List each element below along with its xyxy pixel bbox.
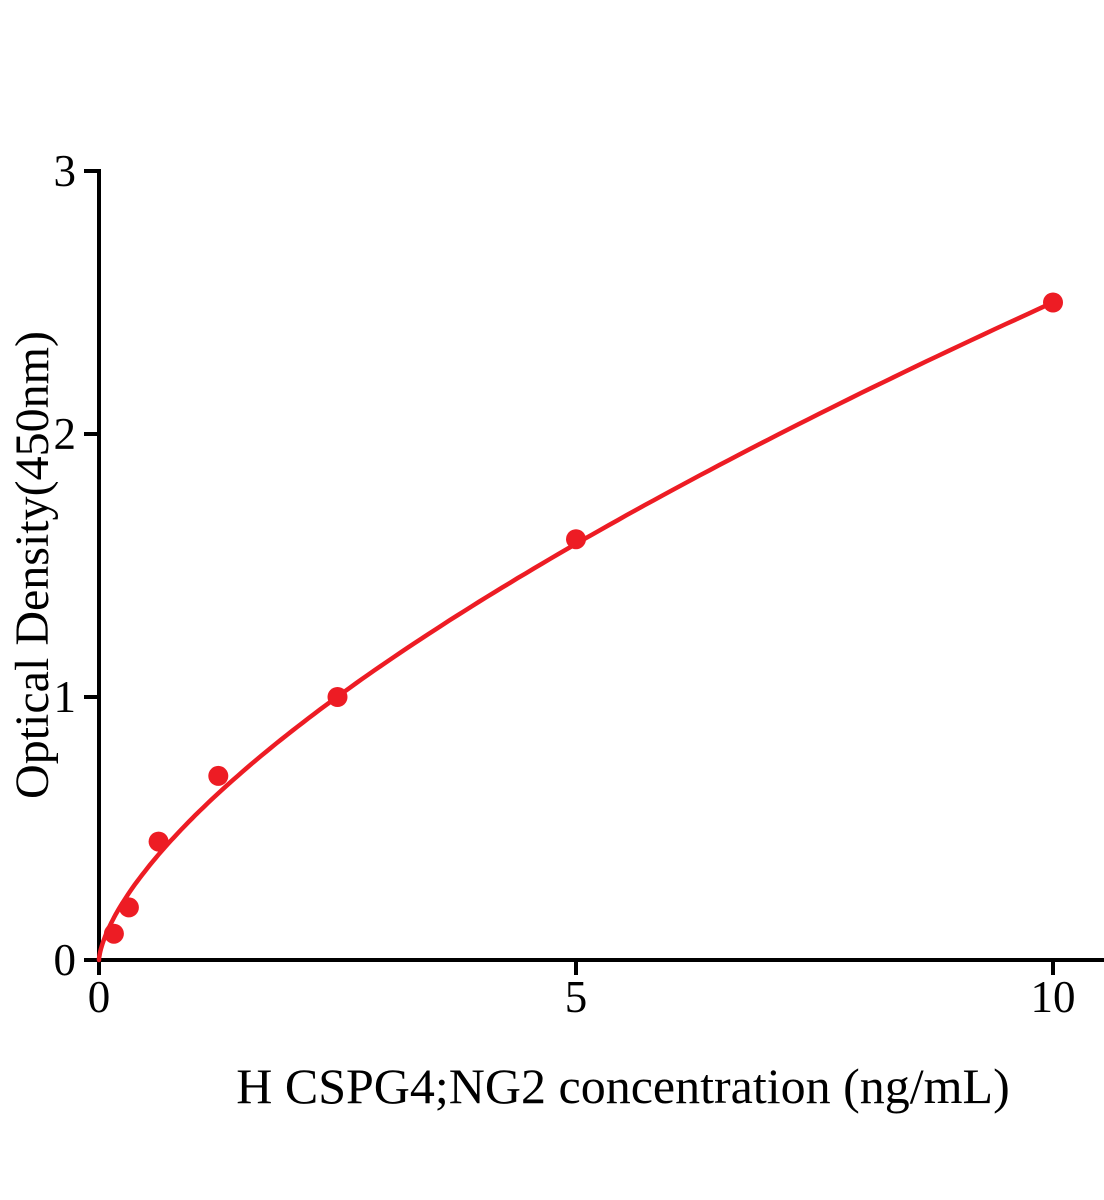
fit-curve-layer: [96, 300, 1056, 963]
y-tick-label: 1: [54, 672, 77, 722]
x-tick-label: 5: [565, 972, 588, 1022]
x-tick-label: 10: [1031, 972, 1076, 1022]
data-point-marker: [208, 765, 229, 786]
fit-curve-path: [96, 300, 1056, 963]
axes-layer: 0 1 2 3 0 5 10: [54, 146, 1104, 1022]
data-points-layer: [103, 292, 1063, 944]
data-point-marker: [148, 831, 169, 852]
data-point-marker: [566, 529, 586, 550]
data-point-marker: [118, 897, 139, 918]
x-tick-label: 0: [88, 972, 111, 1022]
y-axis-title: Optical Density(450nm): [6, 331, 59, 799]
y-tick-label: 0: [54, 935, 77, 985]
data-point-marker: [103, 923, 124, 944]
data-point-marker: [1043, 292, 1063, 313]
x-axis-title: H CSPG4;NG2 concentration (ng/mL): [236, 1058, 1010, 1114]
y-tick-label: 3: [54, 146, 77, 196]
y-tick-label: 2: [54, 409, 77, 459]
data-point-marker: [327, 687, 348, 707]
